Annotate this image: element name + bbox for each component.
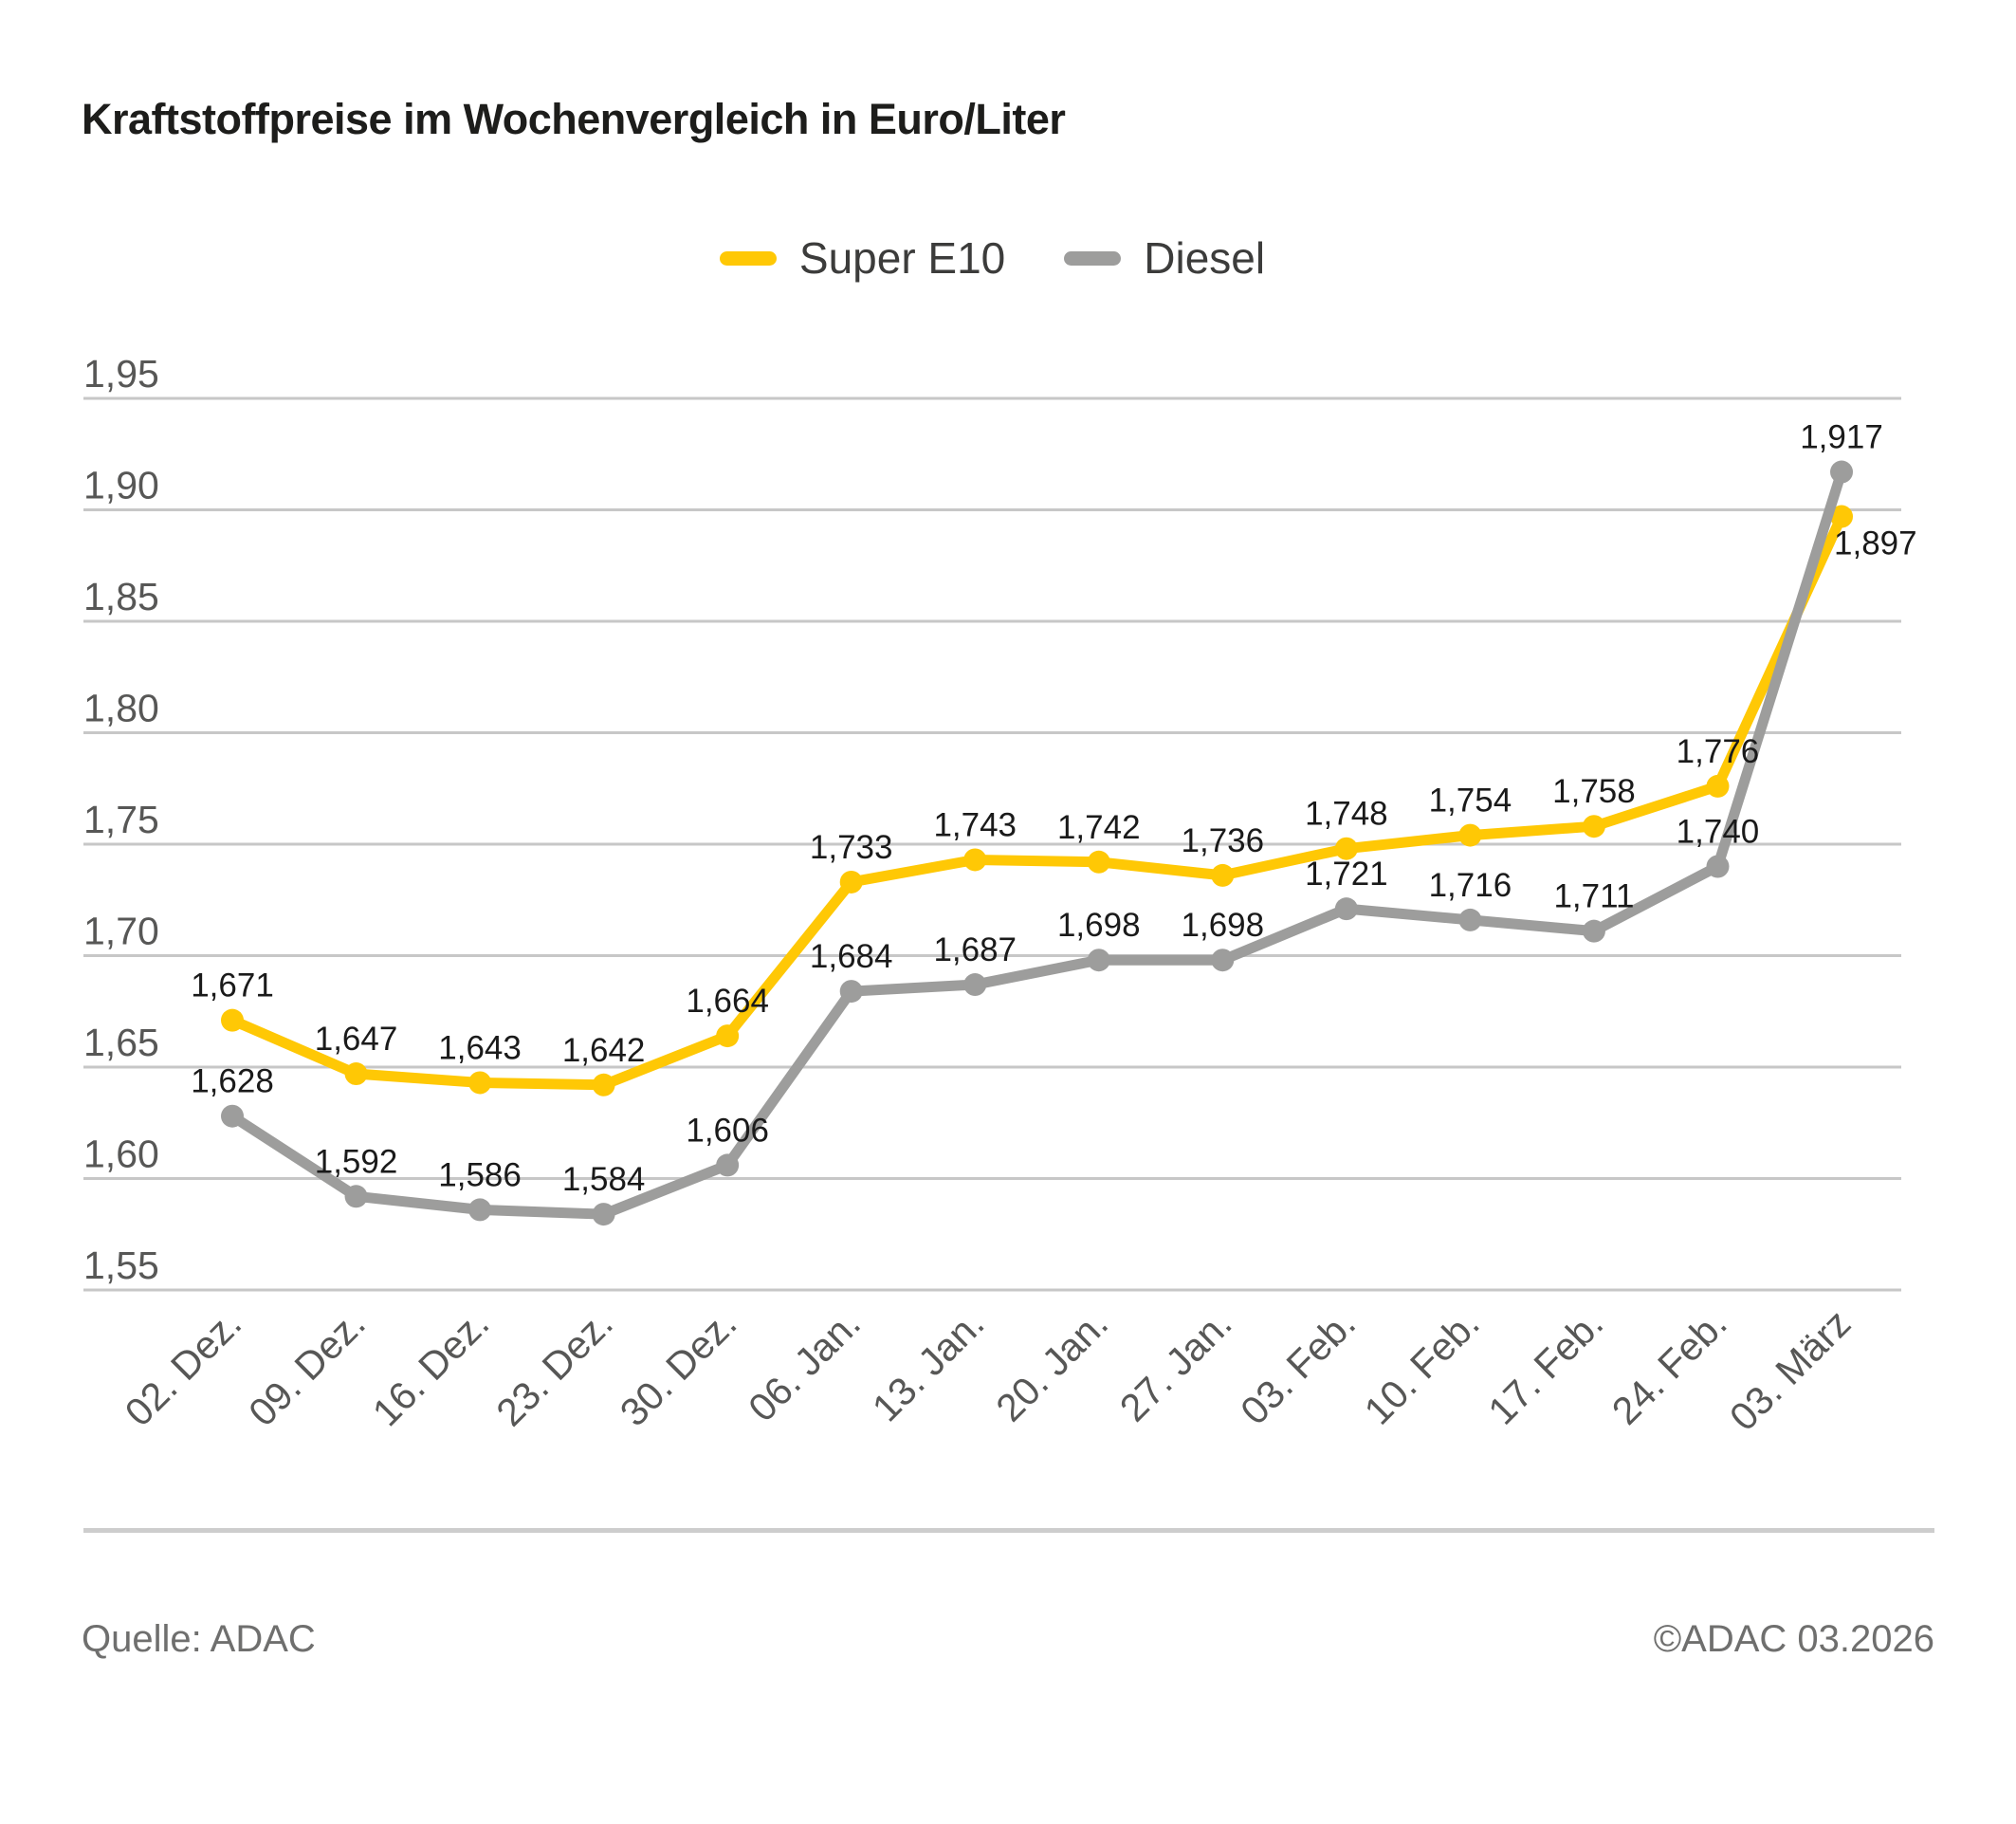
data-label-diesel: 1,584 (562, 1161, 646, 1198)
data-point-diesel (1458, 908, 1482, 931)
data-point-diesel (1334, 897, 1358, 921)
data-label-diesel: 1,606 (686, 1112, 769, 1149)
data-label-super-e10: 1,743 (933, 806, 1017, 843)
data-label-diesel: 1,740 (1677, 814, 1760, 851)
data-point-diesel (1087, 949, 1110, 972)
x-tick-label: 27. Jan. (1111, 1301, 1240, 1430)
x-tick-label: 09. Dez. (240, 1301, 374, 1435)
data-point-super-e10 (1334, 837, 1358, 860)
source-label: Quelle: ADAC (82, 1618, 316, 1660)
y-tick-label: 1,70 (83, 910, 159, 953)
data-label-diesel: 1,628 (191, 1063, 274, 1100)
data-point-diesel (1830, 460, 1854, 484)
chart-legend: Super E10 Diesel (83, 233, 1901, 283)
y-tick-label: 1,75 (83, 798, 159, 841)
x-tick-label: 30. Dez. (612, 1301, 745, 1435)
data-point-diesel (716, 1153, 740, 1177)
x-tick-label: 03. Feb. (1232, 1301, 1364, 1433)
data-point-super-e10 (1582, 815, 1605, 838)
data-label-super-e10: 1,754 (1429, 783, 1512, 820)
y-tick-label: 1,60 (83, 1133, 159, 1176)
legend-item-diesel: Diesel (1064, 236, 1265, 280)
legend-label: Super E10 (798, 233, 1006, 283)
data-label-super-e10: 1,647 (315, 1021, 398, 1058)
data-point-super-e10 (716, 1024, 740, 1048)
data-point-super-e10 (468, 1071, 492, 1095)
footer-divider (83, 1528, 1934, 1533)
x-tick-label: 20. Jan. (987, 1301, 1116, 1430)
data-label-super-e10: 1,758 (1552, 773, 1636, 810)
data-point-super-e10 (221, 1008, 244, 1032)
data-label-super-e10: 1,643 (438, 1029, 522, 1066)
data-label-diesel: 1,687 (933, 931, 1017, 968)
data-label-diesel: 1,721 (1305, 856, 1388, 893)
x-tick-label: 13. Jan. (864, 1301, 993, 1430)
x-tick-label: 16. Dez. (364, 1301, 498, 1435)
x-tick-label: 06. Jan. (740, 1301, 869, 1430)
data-point-diesel (344, 1185, 368, 1208)
data-label-super-e10: 1,671 (191, 967, 274, 1004)
legend-label: Diesel (1144, 233, 1266, 283)
data-label-diesel: 1,716 (1429, 867, 1512, 904)
data-point-super-e10 (1211, 863, 1235, 887)
x-tick-label: 03. März (1721, 1301, 1859, 1439)
data-label-diesel: 1,698 (1182, 907, 1265, 944)
data-label-diesel: 1,684 (810, 938, 893, 975)
data-label-super-e10: 1,736 (1182, 822, 1265, 859)
data-label-super-e10: 1,742 (1057, 809, 1141, 846)
data-label-diesel: 1,592 (315, 1143, 398, 1180)
data-point-diesel (839, 980, 863, 1004)
data-point-diesel (468, 1198, 492, 1222)
y-tick-label: 1,55 (83, 1244, 159, 1287)
data-point-super-e10 (839, 870, 863, 894)
data-label-super-e10: 1,748 (1305, 796, 1388, 833)
data-label-super-e10: 1,776 (1677, 733, 1760, 770)
legend-item-super-e10: Super E10 (719, 233, 1006, 283)
copyright-label: ©ADAC 03.2026 (1653, 1618, 1934, 1660)
series-line-diesel (227, 467, 1847, 1220)
data-label-diesel: 1,711 (1553, 878, 1634, 915)
x-tick-label: 17. Feb. (1479, 1301, 1611, 1433)
data-point-super-e10 (1830, 505, 1854, 528)
x-tick-label: 02. Dez. (117, 1301, 250, 1435)
y-tick-label: 1,95 (83, 352, 159, 396)
data-label-super-e10: 1,664 (686, 983, 769, 1020)
y-tick-label: 1,85 (83, 575, 159, 618)
x-tick-label: 24. Feb. (1604, 1301, 1735, 1433)
data-point-diesel (221, 1104, 244, 1128)
data-label-diesel: 1,698 (1057, 907, 1141, 944)
data-label-diesel: 1,586 (438, 1156, 522, 1193)
data-point-super-e10 (592, 1073, 615, 1096)
data-point-super-e10 (1087, 850, 1110, 874)
x-tick-label: 23. Dez. (487, 1301, 621, 1435)
legend-swatch (719, 250, 777, 266)
data-point-diesel (1706, 855, 1730, 878)
data-label-super-e10: 1,897 (1834, 525, 1917, 562)
data-point-super-e10 (1706, 774, 1730, 798)
data-point-super-e10 (344, 1062, 368, 1086)
data-point-diesel (963, 973, 987, 997)
chart-title: Kraftstoffpreise im Wochenvergleich in E… (82, 95, 1066, 143)
y-tick-label: 1,80 (83, 687, 159, 730)
data-point-super-e10 (1458, 823, 1482, 847)
series-line-super-e10 (227, 511, 1847, 1091)
data-point-diesel (1211, 949, 1235, 972)
y-tick-label: 1,90 (83, 464, 159, 507)
data-label-diesel: 1,917 (1800, 419, 1883, 456)
legend-swatch (1064, 250, 1122, 266)
data-label-super-e10: 1,642 (562, 1032, 646, 1069)
y-tick-label: 1,65 (83, 1021, 159, 1064)
data-point-diesel (1582, 919, 1605, 943)
data-point-diesel (592, 1203, 615, 1226)
x-tick-label: 10. Feb. (1356, 1301, 1488, 1433)
data-label-super-e10: 1,733 (810, 829, 893, 866)
data-point-super-e10 (963, 848, 987, 872)
